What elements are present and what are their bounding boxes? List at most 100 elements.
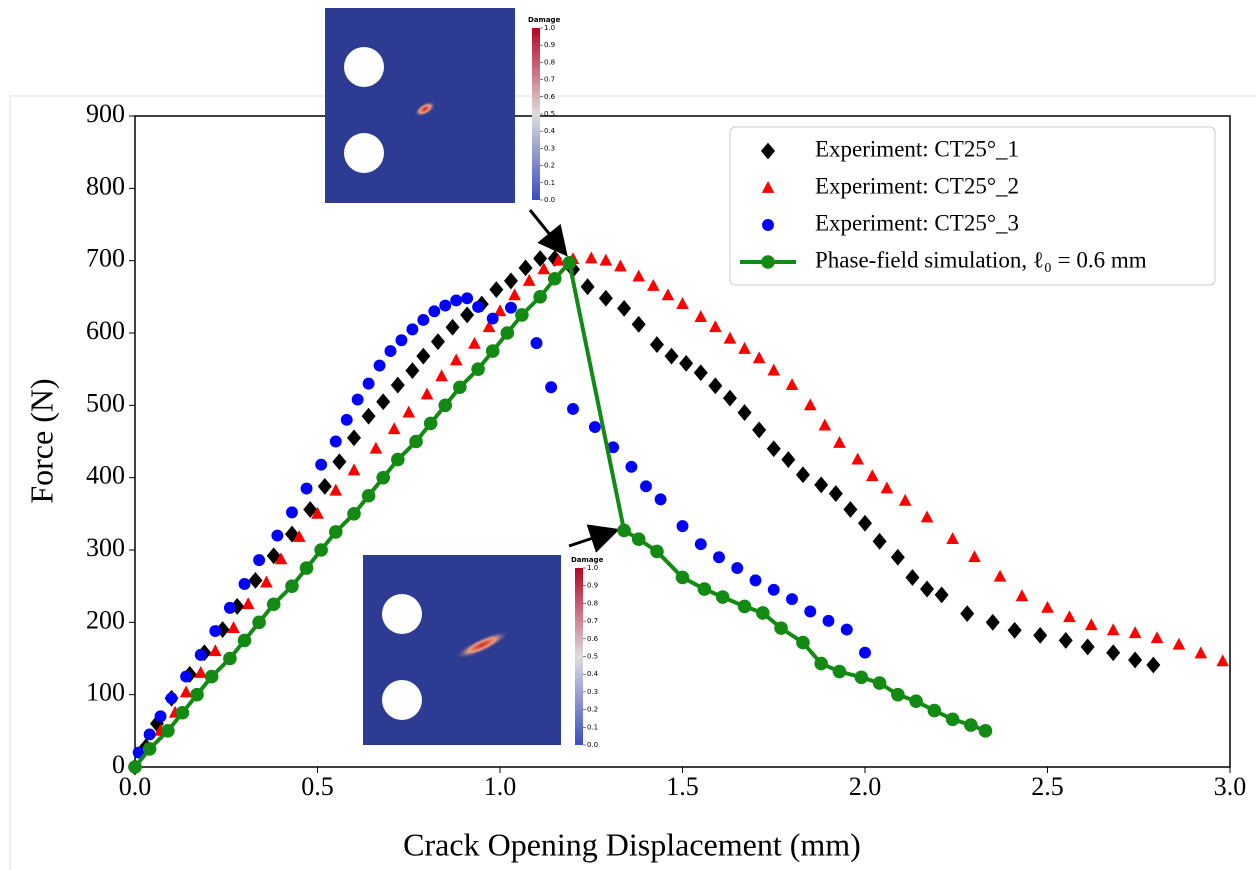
y-tick-label: 600: [86, 316, 125, 345]
legend-label: Phase-field simulation, ℓ₀ = 0.6 mm: [815, 247, 1147, 272]
marker: [872, 532, 887, 550]
marker: [406, 323, 419, 336]
marker: [993, 569, 1007, 582]
marker: [781, 451, 796, 468]
marker: [547, 271, 562, 286]
marker: [530, 337, 543, 350]
marker: [515, 308, 529, 322]
legend-marker: [761, 181, 775, 193]
inset-hole: [344, 47, 384, 87]
colorbar-tick-label: 0.8: [587, 599, 598, 607]
colorbar-tick-label: 1.0: [544, 24, 555, 32]
marker: [649, 336, 664, 353]
marker: [1106, 644, 1121, 662]
legend-marker: [761, 255, 775, 269]
marker: [482, 320, 496, 333]
marker: [128, 760, 142, 774]
marker: [676, 297, 689, 309]
colorbar-tick-label: 0.4: [587, 670, 599, 678]
marker: [266, 597, 281, 612]
y-tick-label: 400: [86, 461, 125, 490]
marker: [647, 278, 660, 291]
marker: [960, 605, 975, 623]
marker: [439, 299, 452, 312]
colorbar-tick-label: 0.5: [544, 110, 555, 118]
marker: [428, 305, 441, 318]
x-tick-label: 0.0: [119, 772, 152, 801]
legend-label: Experiment: CT25°_3: [815, 210, 1019, 235]
marker: [964, 718, 978, 732]
marker: [786, 593, 798, 606]
marker: [766, 440, 781, 458]
y-tick-label: 200: [86, 605, 125, 634]
marker: [828, 485, 843, 502]
marker: [796, 635, 810, 650]
marker: [260, 575, 273, 588]
marker: [617, 523, 631, 538]
marker: [752, 421, 767, 439]
marker: [362, 377, 375, 390]
marker: [650, 544, 664, 559]
marker: [450, 294, 463, 307]
marker: [661, 288, 675, 301]
marker: [693, 364, 708, 382]
marker: [920, 510, 934, 523]
x-tick-label: 1.0: [484, 772, 517, 801]
marker: [580, 278, 595, 296]
legend-label: Experiment: CT25°_2: [815, 173, 1019, 198]
marker: [1058, 632, 1073, 649]
marker: [299, 561, 314, 575]
marker: [715, 590, 730, 604]
marker: [1015, 589, 1029, 602]
marker: [391, 452, 405, 467]
marker: [851, 452, 864, 465]
marker: [329, 483, 343, 496]
marker: [376, 393, 391, 411]
colorbar-tick-label: 0.1: [587, 723, 598, 731]
marker: [1172, 637, 1186, 650]
marker: [314, 543, 328, 557]
colorbar-tick-label: 0.9: [587, 582, 598, 590]
marker: [804, 605, 817, 618]
y-tick-label: 800: [86, 171, 125, 200]
marker: [737, 599, 752, 614]
marker: [562, 256, 577, 270]
marker: [854, 670, 869, 685]
marker: [143, 728, 156, 741]
colorbar-tick-label: 0.2: [587, 706, 598, 714]
marker: [631, 532, 646, 546]
marker: [376, 470, 391, 485]
marker: [614, 259, 627, 272]
marker: [241, 597, 255, 610]
marker: [814, 656, 828, 671]
colorbar-title: Damage: [528, 16, 561, 24]
marker: [738, 341, 751, 354]
marker: [300, 482, 313, 495]
y-tick-label: 0: [112, 750, 125, 779]
colorbar-title: Damage: [571, 556, 604, 564]
marker: [927, 703, 942, 718]
marker: [409, 434, 423, 449]
y-tick-label: 900: [86, 99, 125, 128]
marker: [223, 651, 237, 666]
colorbar-tick-label: 0.5: [587, 653, 598, 661]
marker: [814, 476, 829, 494]
colorbar-tick-label: 0.2: [544, 162, 555, 170]
marker: [489, 281, 504, 298]
marker: [461, 292, 474, 305]
marker: [340, 413, 353, 426]
marker: [664, 347, 679, 365]
marker: [154, 710, 167, 723]
marker: [271, 529, 284, 542]
marker: [435, 369, 448, 382]
marker: [438, 398, 453, 413]
marker: [898, 493, 912, 506]
marker: [518, 259, 533, 277]
colorbar-tick-label: 0.3: [587, 688, 598, 696]
marker: [209, 644, 222, 657]
marker: [858, 514, 872, 532]
marker: [1080, 638, 1095, 656]
marker: [1146, 656, 1161, 674]
marker: [317, 477, 332, 495]
